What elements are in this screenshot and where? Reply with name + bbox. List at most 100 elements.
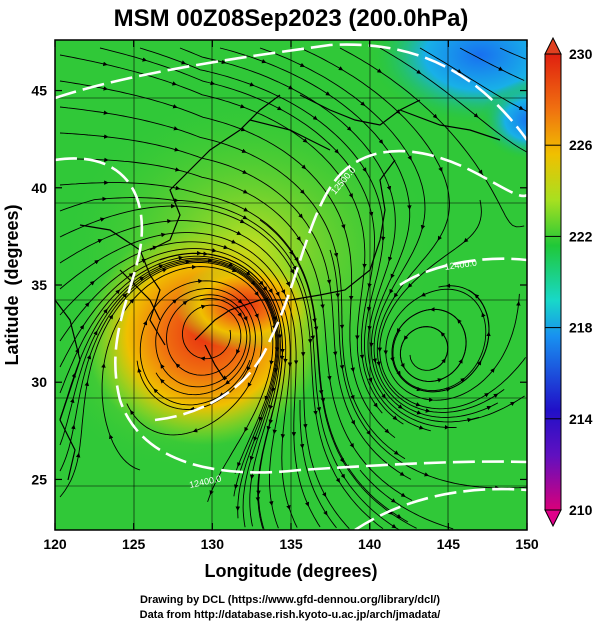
flow-arrow <box>266 425 271 431</box>
flow-arrow <box>396 370 401 376</box>
flow-arrow <box>320 304 325 309</box>
flow-arrow <box>244 426 249 432</box>
flow-arrow <box>366 306 372 312</box>
flow-arrow <box>320 397 326 403</box>
x-tick-label: 135 <box>279 536 303 552</box>
flow-arrow <box>228 262 234 267</box>
flow-arrow <box>397 404 403 409</box>
flow-arrow <box>288 85 294 90</box>
flow-arrow <box>296 236 301 242</box>
flow-arrow <box>400 492 406 497</box>
flow-arrow <box>438 167 443 173</box>
flow-arrow <box>219 392 225 397</box>
flow-arrow <box>264 395 269 401</box>
streamline <box>459 47 525 81</box>
flow-arrow <box>178 255 184 261</box>
flow-arrow <box>139 276 145 282</box>
flow-arrow <box>258 416 264 422</box>
x-axis: 120 125 130 135 140 145 150 <box>43 40 539 552</box>
flow-arrow <box>237 462 242 468</box>
flow-arrow <box>458 358 463 364</box>
flow-arrow <box>416 410 422 415</box>
flow-arrow <box>312 115 318 120</box>
flow-arrow <box>420 224 426 230</box>
colorbar-tick-label: 218 <box>569 320 593 336</box>
flow-arrow <box>333 252 339 258</box>
flow-arrow <box>99 217 105 222</box>
grid-lines <box>55 40 527 530</box>
streamline <box>155 294 251 396</box>
flow-arrow <box>415 402 421 407</box>
flow-arrow <box>389 288 394 294</box>
flow-arrow <box>281 289 286 295</box>
x-tick-label: 120 <box>43 536 67 552</box>
flow-arrow <box>350 367 355 373</box>
flow-arrow <box>172 299 177 304</box>
flow-arrow <box>286 504 291 510</box>
flow-arrow <box>390 498 396 503</box>
streamline <box>59 205 384 530</box>
colorbar-tick-label: 226 <box>569 137 593 153</box>
y-tick-label: 45 <box>31 83 47 99</box>
flow-arrow <box>349 442 354 448</box>
flow-arrow <box>386 185 392 191</box>
field-cyan-region <box>480 80 527 160</box>
flow-arrow <box>456 68 462 74</box>
flow-arrow <box>242 215 248 220</box>
flow-arrow <box>493 393 499 398</box>
flow-arrow <box>158 264 164 269</box>
flow-arrow <box>86 354 92 360</box>
streamline <box>126 280 263 436</box>
flow-arrow <box>223 244 229 250</box>
chart-title: MSM 00Z08Sep2023 (200.0hPa) <box>114 5 469 32</box>
streamline <box>59 241 298 528</box>
flow-arrow <box>261 59 267 64</box>
flow-arrow <box>175 185 181 191</box>
flow-arrow <box>481 312 486 318</box>
x-tick-label: 150 <box>515 536 539 552</box>
flow-arrow <box>247 382 252 388</box>
flow-arrow <box>350 394 355 400</box>
flow-arrow <box>237 312 242 318</box>
flow-arrow <box>84 381 90 387</box>
flow-arrow <box>335 477 340 483</box>
streamline <box>159 253 283 529</box>
flow-arrow <box>240 127 246 132</box>
colorbar-ticks: 230 226 222 218 214 210 <box>545 46 593 518</box>
x-tick-label: 130 <box>201 536 225 552</box>
flow-arrow <box>211 248 217 253</box>
flow-arrow <box>253 436 258 442</box>
flow-arrow <box>326 279 332 285</box>
streamline <box>139 47 431 432</box>
flow-arrow <box>484 392 490 398</box>
flow-arrow <box>339 364 345 370</box>
flow-arrow <box>381 393 386 399</box>
flow-arrow <box>269 360 274 366</box>
flow-arrow <box>71 424 76 430</box>
flow-arrow <box>424 472 430 477</box>
flow-arrow <box>103 110 109 115</box>
flow-arrow <box>299 62 305 67</box>
streamline <box>379 199 526 410</box>
flow-arrow <box>407 282 413 288</box>
flow-arrow <box>241 148 247 153</box>
flow-arrow <box>393 292 399 298</box>
flow-arrow <box>285 281 290 287</box>
streamline <box>59 54 383 414</box>
flow-arrow <box>486 405 492 411</box>
flow-arrow <box>137 367 142 373</box>
streamline <box>499 47 526 60</box>
flow-arrow <box>360 101 366 106</box>
flow-arrow <box>387 256 393 262</box>
flow-arrow <box>275 291 280 297</box>
flow-arrow <box>478 169 483 175</box>
flow-arrow <box>395 109 401 114</box>
flow-arrow <box>290 268 295 275</box>
flow-arrow <box>249 474 255 480</box>
flow-arrow <box>174 167 180 172</box>
flow-arrow <box>161 232 166 238</box>
flow-arrow <box>276 105 283 111</box>
flow-arrow <box>79 324 85 330</box>
streamline <box>259 219 417 529</box>
